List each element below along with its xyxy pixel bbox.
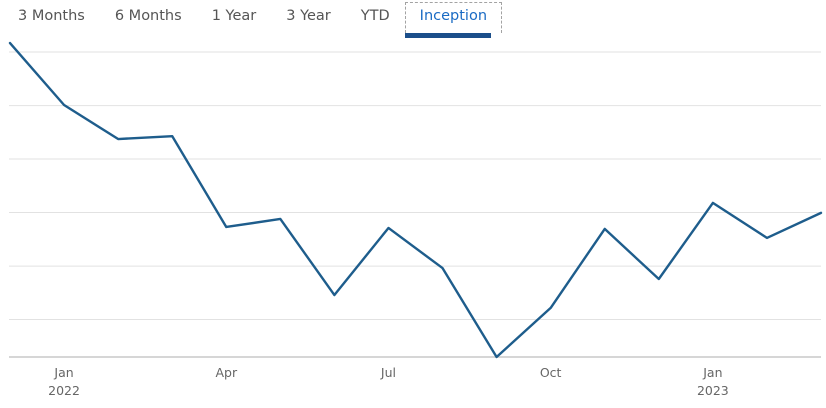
x-tick-year: 2023 xyxy=(696,383,729,398)
x-tick-month: Oct xyxy=(539,365,562,380)
x-tick: Apr xyxy=(215,364,237,382)
x-tick-month: Jan xyxy=(54,365,74,380)
performance-line xyxy=(8,41,823,359)
x-tick-month: Apr xyxy=(215,365,238,380)
tab-6-months[interactable]: 6 Months xyxy=(114,8,182,24)
x-tick: Jan 2022 xyxy=(48,364,80,400)
x-tick-year: 2022 xyxy=(48,383,80,398)
tab-ytd[interactable]: YTD xyxy=(360,8,390,24)
x-tick: Jul xyxy=(381,364,396,382)
tab-3-months[interactable]: 3 Months xyxy=(18,8,85,24)
x-tick-month: Jan xyxy=(703,365,723,380)
x-tick: Oct xyxy=(540,364,562,382)
tab-3-year[interactable]: 3 Year xyxy=(286,8,331,24)
tab-1-year[interactable]: 1 Year xyxy=(211,8,257,24)
x-tick: Jan 2023 xyxy=(697,364,729,400)
x-tick-month: Jul xyxy=(380,365,396,380)
time-range-tabbar: 3 Months 6 Months 1 Year 3 Year YTD Ince… xyxy=(0,0,826,38)
tab-inception[interactable]: Inception xyxy=(404,2,503,38)
